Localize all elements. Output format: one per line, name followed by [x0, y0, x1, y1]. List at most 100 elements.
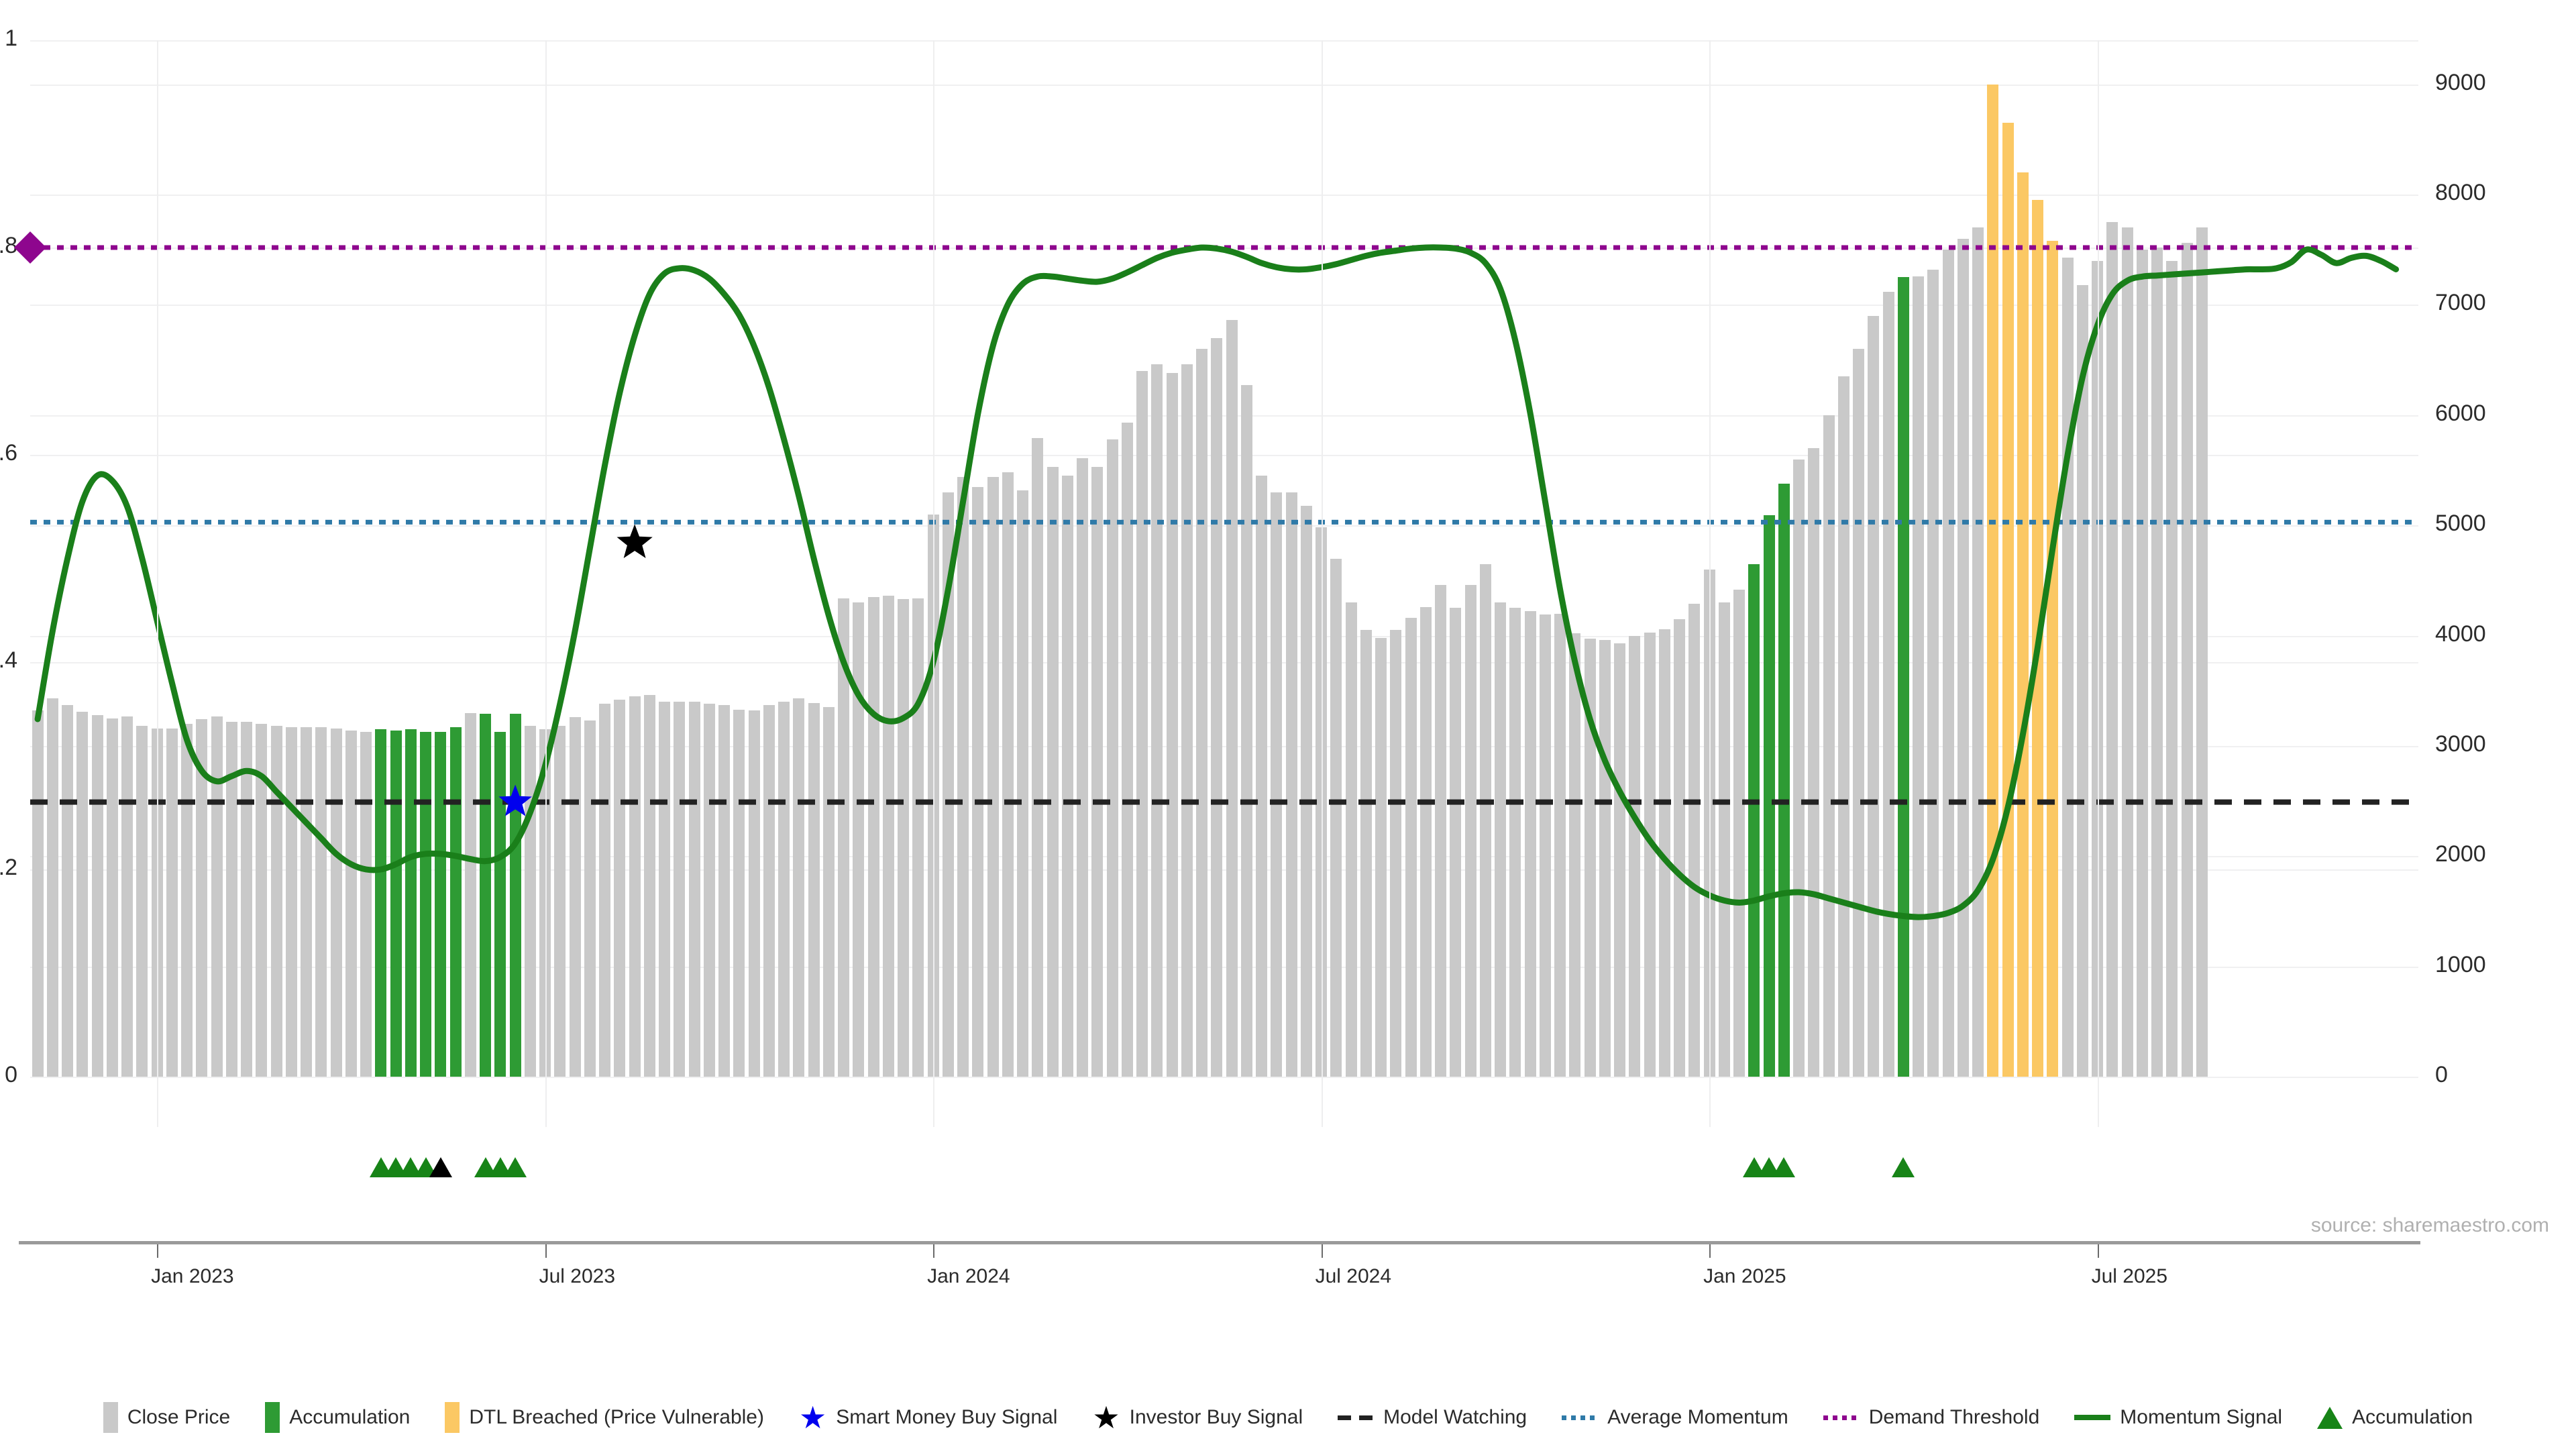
close-price-bar: [1644, 632, 1656, 1077]
gridline-v: [2097, 40, 2099, 1127]
close-price-bar: [1002, 472, 1014, 1077]
close-price-bar: [1419, 606, 1432, 1077]
close-price-bar: [2061, 257, 2074, 1077]
close-price-bar: [1569, 633, 1581, 1077]
close-price-bar: [241, 721, 253, 1077]
close-price-bar: [1077, 458, 1089, 1077]
close-price-bar: [524, 726, 536, 1077]
close-price-bar: [270, 726, 282, 1077]
close-price-bar: [808, 702, 820, 1077]
close-price-bar: [1688, 603, 1701, 1077]
close-price-bar: [2121, 227, 2133, 1077]
accumulation-bar: [435, 731, 447, 1077]
close-price-bar: [1837, 376, 1849, 1077]
close-price-bar: [1584, 639, 1596, 1077]
legend-item-close-price[interactable]: Close Price: [103, 1402, 230, 1433]
y-axis-right-tick-label: 3000: [2435, 731, 2486, 757]
accumulation-bar: [405, 729, 417, 1077]
legend-item-smart-money-buy-signal[interactable]: ★ Smart Money Buy Signal: [799, 1402, 1058, 1433]
gridline-h: [30, 40, 2418, 42]
close-price-bar: [1330, 558, 1342, 1077]
close-price-bar: [733, 709, 745, 1077]
close-price-bar: [643, 695, 655, 1077]
gridline-h: [30, 455, 2418, 456]
x-axis-line: [19, 1241, 2420, 1244]
close-price-bar: [942, 492, 954, 1077]
gridline-h: [30, 525, 2418, 527]
accumulation-bar: [449, 727, 462, 1077]
legend-item-dtl-breached[interactable]: DTL Breached (Price Vulnerable): [445, 1402, 764, 1433]
legend-item-demand-threshold[interactable]: Demand Threshold: [1823, 1406, 2040, 1429]
legend-label: Demand Threshold: [1868, 1406, 2040, 1428]
close-price-bar: [793, 698, 805, 1077]
gridline-h: [30, 635, 2418, 637]
close-price-bar: [91, 714, 103, 1077]
y-axis-left-tick-label: 1: [5, 25, 17, 51]
accumulation-bar: [1897, 277, 1909, 1077]
close-price-bar: [614, 699, 626, 1077]
close-price-bar: [599, 704, 611, 1077]
x-axis-tick: [545, 1244, 547, 1258]
close-price-bar: [1464, 584, 1477, 1077]
close-price-bar: [1121, 423, 1133, 1077]
legend-item-average-momentum[interactable]: Average Momentum: [1562, 1406, 1788, 1429]
close-price-bar: [1495, 602, 1507, 1077]
close-price-bar: [1793, 459, 1805, 1077]
x-axis-tick: [1321, 1244, 1323, 1258]
x-axis-tick: [933, 1244, 935, 1258]
gridline-v: [157, 40, 159, 1127]
close-price-bar: [912, 598, 924, 1077]
close-price-bar: [1151, 364, 1163, 1077]
legend-item-accumulation-bar[interactable]: Accumulation: [265, 1402, 410, 1433]
close-price-bar: [1091, 467, 1104, 1077]
close-price-bar: [315, 727, 327, 1077]
y-axis-left-tick-label: 0: [5, 1062, 17, 1087]
close-price-bar: [1539, 614, 1551, 1077]
close-price-bar: [1614, 643, 1626, 1077]
close-price-bar: [1061, 476, 1073, 1077]
x-axis-tick: [1709, 1244, 1711, 1258]
close-price-bar: [1240, 385, 1252, 1077]
y-axis-right-tick-label: 6000: [2435, 400, 2486, 426]
close-price-bar: [1300, 505, 1312, 1077]
accumulation-bar: [494, 731, 506, 1077]
close-price-bar: [629, 696, 641, 1077]
legend-item-investor-buy-signal[interactable]: ★ Investor Buy Signal: [1092, 1400, 1303, 1435]
legend-label: Smart Money Buy Signal: [836, 1406, 1058, 1428]
legend-item-momentum-signal[interactable]: Momentum Signal: [2074, 1406, 2282, 1429]
close-price-bar: [1390, 630, 1402, 1077]
close-price-bar: [1823, 415, 1835, 1077]
legend-item-accumulation-marker[interactable]: Accumulation: [2317, 1406, 2473, 1429]
gridline-v: [933, 40, 935, 1127]
source-credit: source: sharemaestro.com: [2310, 1214, 2549, 1236]
close-price-swatch-icon: [103, 1402, 118, 1433]
close-price-bar: [2136, 250, 2148, 1077]
close-price-bar: [62, 705, 74, 1077]
close-price-bar: [285, 727, 297, 1077]
y-axis-left-tick-label: 0.6: [0, 440, 17, 466]
close-price-bar: [181, 724, 193, 1077]
close-price-bar: [1718, 602, 1730, 1077]
close-price-bar: [1046, 467, 1059, 1077]
close-price-bar: [1913, 276, 1925, 1077]
close-price-bar: [1166, 373, 1178, 1077]
close-price-bar: [972, 486, 984, 1077]
close-price-bar: [688, 702, 700, 1077]
close-price-bar: [867, 597, 879, 1077]
dtl-breached-swatch-icon: [445, 1402, 460, 1433]
close-price-bar: [32, 710, 44, 1077]
accumulation-bar: [1763, 515, 1775, 1077]
accumulation-bar: [420, 731, 432, 1077]
gridline-h: [30, 869, 2418, 871]
close-price-bar: [1808, 448, 1820, 1077]
close-price-bar: [1942, 250, 1954, 1077]
close-price-bar: [166, 728, 178, 1077]
x-axis-tick: [2097, 1244, 2099, 1258]
investor-buy-signal-star-icon: ★: [1092, 1400, 1120, 1435]
legend-item-model-watching[interactable]: Model Watching: [1338, 1406, 1527, 1429]
close-price-bar: [957, 476, 969, 1077]
y-axis-left-tick-label: 0.8: [0, 233, 17, 258]
close-price-bar: [330, 728, 342, 1077]
dtl-breached-bar: [2017, 172, 2029, 1077]
